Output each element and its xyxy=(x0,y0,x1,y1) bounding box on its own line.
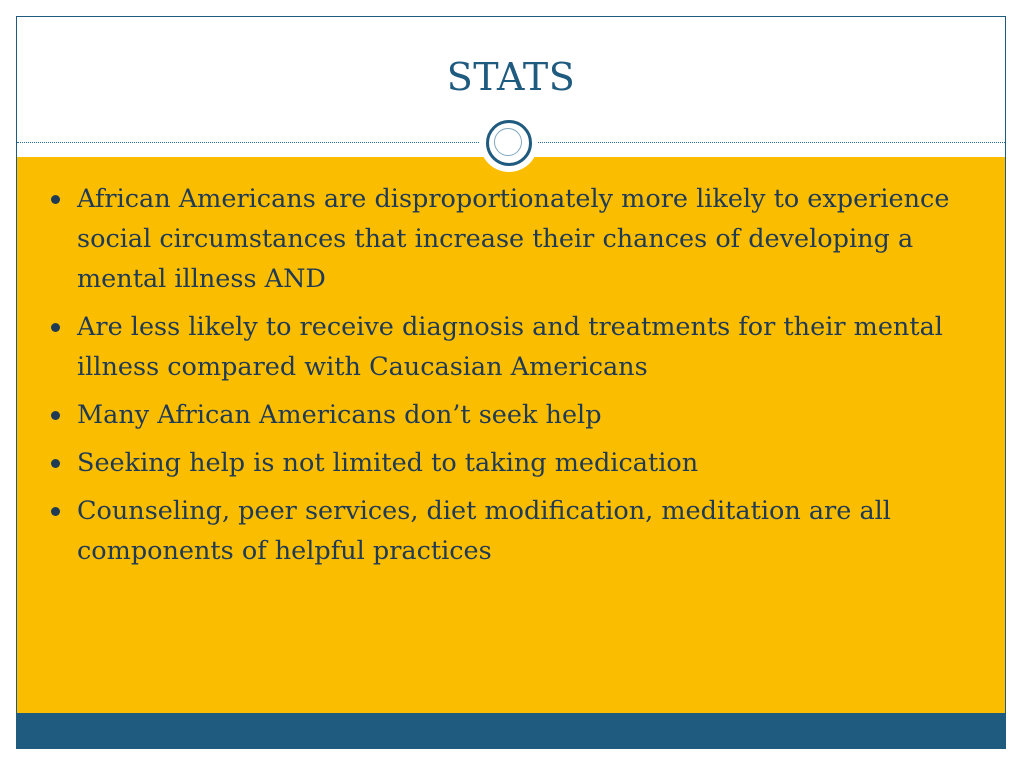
content-panel: African Americans are disproportionately… xyxy=(17,157,1005,715)
bullet-item: African Americans are disproportionately… xyxy=(45,179,980,299)
footer-bar xyxy=(17,713,1005,748)
bullet-dot-icon xyxy=(51,507,60,516)
bullet-item: Many African Americans don’t seek help xyxy=(45,395,980,435)
slide-title: STATS xyxy=(446,55,576,99)
bullet-text: Many African Americans don’t seek help xyxy=(77,400,602,430)
bullet-dot-icon xyxy=(51,195,60,204)
bullet-text: Counseling, peer services, diet modifica… xyxy=(77,496,891,566)
bullet-dot-icon xyxy=(51,323,60,332)
circle-ornament-icon xyxy=(480,114,538,172)
ornament-ring-inner xyxy=(494,128,522,156)
bullet-text: Seeking help is not limited to taking me… xyxy=(77,448,699,478)
ornament-ring xyxy=(486,120,532,166)
bullet-dot-icon xyxy=(51,411,60,420)
bullet-item: Counseling, peer services, diet modifica… xyxy=(45,491,980,571)
bullet-dot-icon xyxy=(51,459,60,468)
bullet-text: Are less likely to receive diagnosis and… xyxy=(77,312,943,382)
bullet-text: African Americans are disproportionately… xyxy=(77,184,950,294)
bullet-list: African Americans are disproportionately… xyxy=(45,179,980,579)
bullet-item: Are less likely to receive diagnosis and… xyxy=(45,307,980,387)
bullet-item: Seeking help is not limited to taking me… xyxy=(45,443,980,483)
slide: STATS African Americans are disproportio… xyxy=(16,16,1006,749)
